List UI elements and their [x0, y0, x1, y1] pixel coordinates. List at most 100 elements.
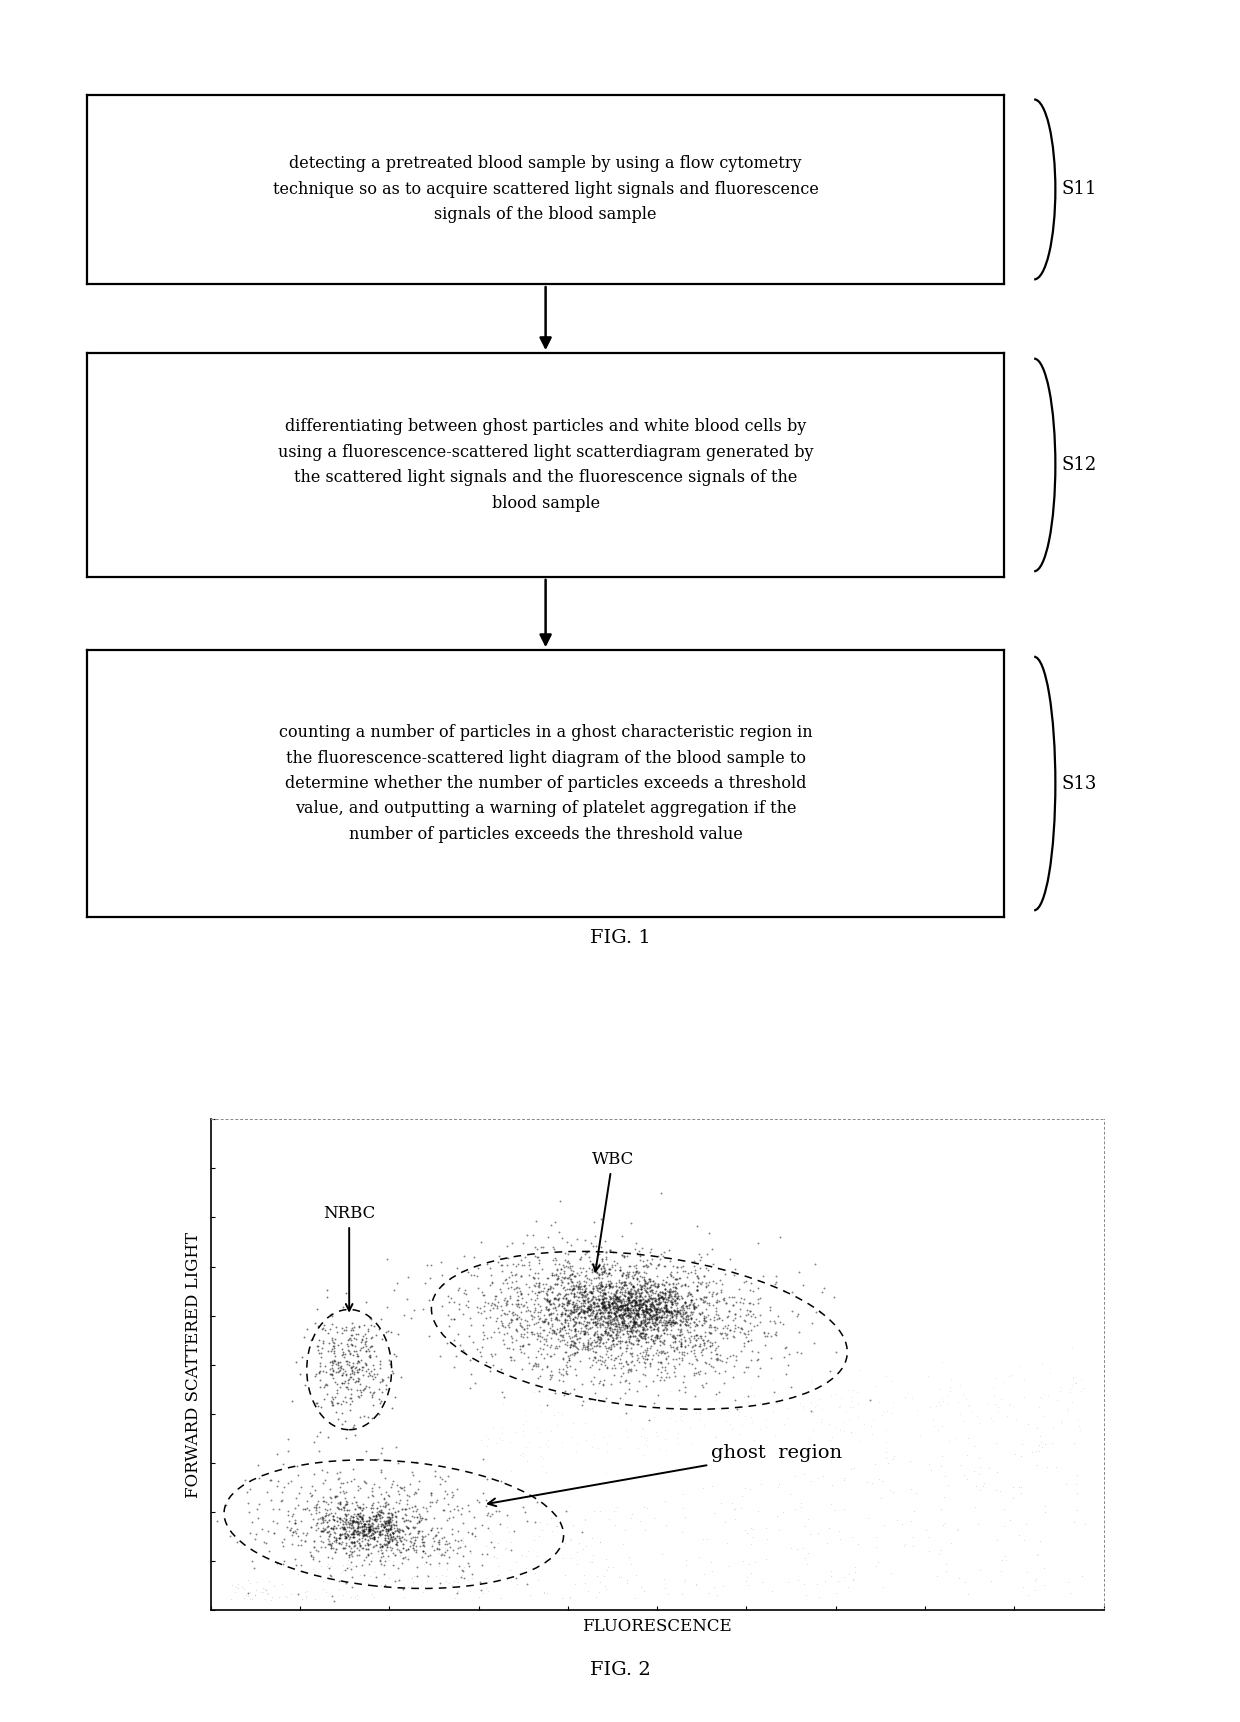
Point [702, 1279, 722, 1307]
Point [1025, 1438, 1045, 1465]
Point [511, 1321, 531, 1348]
Point [653, 1271, 673, 1298]
Point [630, 1247, 650, 1274]
Point [1069, 1412, 1089, 1440]
Point [578, 1281, 598, 1309]
Point [740, 1403, 760, 1431]
Point [331, 1410, 351, 1438]
Point [630, 1290, 650, 1317]
Point [350, 1403, 370, 1431]
Point [352, 1519, 372, 1546]
Point [640, 1250, 660, 1278]
Point [641, 1335, 661, 1362]
Point [268, 1467, 288, 1495]
Point [645, 1300, 665, 1328]
Point [527, 1235, 547, 1262]
Point [286, 1515, 306, 1543]
Point [531, 1397, 551, 1424]
Point [517, 1221, 537, 1248]
Point [822, 1471, 842, 1498]
Point [362, 1508, 382, 1536]
Point [334, 1581, 353, 1608]
Point [386, 1541, 405, 1569]
Point [730, 1285, 750, 1312]
Point [476, 1564, 496, 1591]
Point [647, 1341, 667, 1369]
Point [605, 1302, 625, 1329]
Point [779, 1403, 799, 1431]
Point [343, 1415, 363, 1443]
Point [613, 1307, 632, 1335]
Point [749, 1496, 769, 1524]
Point [694, 1329, 714, 1357]
Point [688, 1269, 708, 1297]
Point [337, 1521, 357, 1548]
Point [379, 1527, 399, 1555]
Point [584, 1305, 604, 1333]
Point [520, 1255, 539, 1283]
Point [531, 1335, 551, 1362]
Point [476, 1533, 496, 1560]
Point [656, 1298, 676, 1326]
Point [624, 1309, 644, 1336]
Point [661, 1298, 681, 1326]
Point [466, 1526, 486, 1553]
Point [601, 1300, 621, 1328]
Point [632, 1293, 652, 1321]
Point [692, 1298, 712, 1326]
Point [451, 1527, 471, 1555]
Point [350, 1536, 370, 1564]
Point [610, 1286, 630, 1314]
Point [573, 1281, 593, 1309]
Point [574, 1290, 594, 1317]
Point [347, 1541, 367, 1569]
Point [476, 1574, 496, 1601]
Point [898, 1379, 918, 1407]
Point [640, 1276, 660, 1304]
Point [750, 1285, 770, 1312]
Point [321, 1362, 341, 1390]
Point [625, 1309, 645, 1336]
Point [600, 1314, 620, 1341]
Point [639, 1283, 658, 1310]
Point [259, 1538, 279, 1565]
Point [340, 1541, 360, 1569]
Point [335, 1491, 355, 1519]
Point [536, 1326, 556, 1353]
Point [347, 1508, 367, 1536]
Point [588, 1285, 608, 1312]
Point [1018, 1410, 1038, 1438]
Point [398, 1507, 418, 1534]
Point [383, 1467, 403, 1495]
Point [750, 1415, 770, 1443]
Point [569, 1309, 589, 1336]
Point [621, 1355, 641, 1383]
Point [522, 1321, 542, 1348]
Point [635, 1326, 655, 1353]
Point [351, 1510, 371, 1538]
Point [616, 1335, 636, 1362]
Point [596, 1321, 616, 1348]
Point [668, 1297, 688, 1324]
Point [684, 1295, 704, 1322]
Point [562, 1340, 582, 1367]
Point [636, 1328, 656, 1355]
Point [626, 1288, 646, 1316]
Point [635, 1309, 655, 1336]
Point [619, 1298, 639, 1326]
Point [609, 1267, 629, 1295]
Point [413, 1577, 433, 1605]
Point [563, 1512, 583, 1539]
Point [649, 1304, 668, 1331]
Point [630, 1236, 650, 1264]
Point [560, 1584, 580, 1612]
Point [613, 1317, 632, 1345]
Point [598, 1429, 618, 1457]
Point [255, 1576, 275, 1603]
Point [539, 1302, 559, 1329]
Point [389, 1474, 409, 1502]
Point [750, 1390, 770, 1417]
Point [472, 1552, 492, 1579]
Point [347, 1527, 367, 1555]
Point [574, 1283, 594, 1310]
